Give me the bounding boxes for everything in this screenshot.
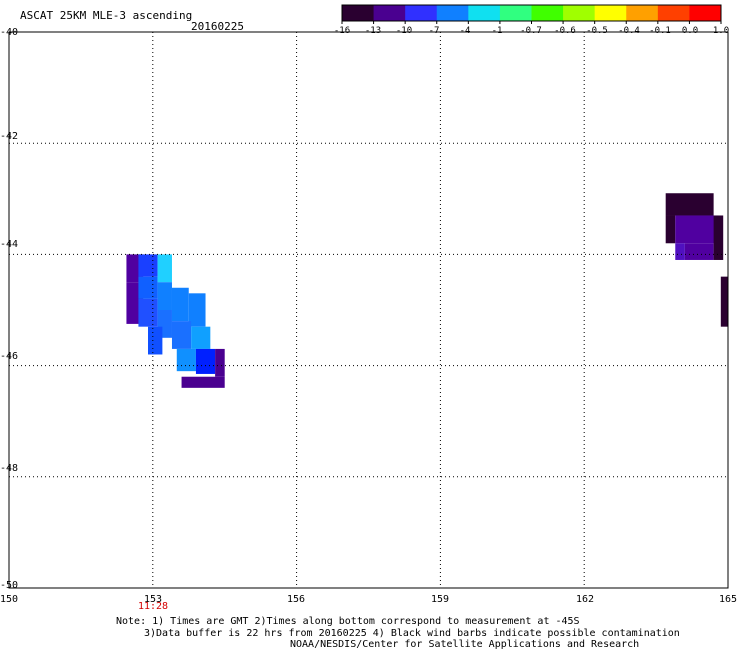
note-line-2: 3)Data buffer is 22 hrs from 20160225 4)… — [144, 628, 680, 639]
colorbar-swatch — [405, 5, 438, 21]
wind-cell — [665, 215, 676, 244]
wind-cell — [157, 254, 172, 283]
page-title: ASCAT 25KM MLE-3 ascending — [20, 9, 193, 22]
wind-cell — [157, 282, 172, 310]
wind-cell — [720, 276, 728, 327]
colorbar-label: -0.1 — [649, 26, 671, 36]
colorbar-swatch — [563, 5, 596, 21]
wind-cell — [713, 215, 724, 260]
wind-cell — [176, 348, 196, 372]
colorbar-label: -0.6 — [554, 26, 576, 36]
colorbar-swatch — [468, 5, 501, 21]
colorbar-label: -13 — [364, 26, 382, 36]
lon-tick-label: 162 — [575, 594, 595, 605]
wind-cell — [138, 276, 158, 299]
note-line-3: NOAA/NESDIS/Center for Satellite Applica… — [290, 639, 640, 650]
colorbar-label: 0.0 — [681, 26, 699, 36]
colorbar-swatch — [657, 5, 690, 21]
colorbar-swatch — [689, 5, 722, 21]
wind-cell — [181, 376, 225, 388]
date-label: 20160225 — [191, 20, 244, 33]
colorbar-label: -0.5 — [586, 26, 608, 36]
lat-tick-label: -42 — [0, 131, 19, 142]
time-label: 11:28 — [137, 601, 169, 612]
colorbar-label: -7 — [428, 26, 440, 36]
colorbar-swatch — [531, 5, 564, 21]
wind-cell — [675, 243, 685, 260]
lon-tick-label: 156 — [286, 594, 306, 605]
lat-tick-label: -46 — [0, 351, 19, 362]
colorbar-swatch — [626, 5, 659, 21]
colorbar-swatch — [594, 5, 627, 21]
lat-tick-label: -40 — [0, 27, 19, 38]
wind-cell — [195, 348, 216, 374]
colorbar-label: -4 — [459, 26, 471, 36]
colorbar-label: 1.0 — [712, 26, 730, 36]
lon-tick-label: 150 — [0, 594, 19, 605]
lon-tick-label: 165 — [718, 594, 738, 605]
wind-cell — [684, 243, 714, 260]
wind-cell — [188, 293, 206, 327]
colorbar-label: -0.7 — [520, 26, 542, 36]
wind-cell — [191, 326, 211, 349]
wind-cell — [138, 298, 158, 327]
colorbar-label: -0.4 — [618, 26, 640, 36]
colorbar-label: -1 — [491, 26, 503, 36]
colorbar-swatch — [373, 5, 406, 21]
lon-tick-label: 153 — [143, 594, 163, 605]
lon-tick-label: 159 — [430, 594, 450, 605]
colorbar-swatch — [499, 5, 532, 21]
map-frame — [8, 31, 729, 589]
colorbar-swatch — [436, 5, 469, 21]
lat-tick-label: -44 — [0, 239, 19, 250]
note-line-1: Note: 1) Times are GMT 2)Times along bot… — [116, 616, 580, 627]
wind-cell — [675, 215, 719, 244]
wind-cell — [138, 254, 158, 277]
colorbar-swatch — [342, 5, 375, 21]
colorbar-label: -10 — [395, 26, 413, 36]
wind-cell — [171, 321, 192, 349]
wind-cell — [171, 287, 189, 322]
wind-cell — [215, 348, 225, 377]
lat-tick-label: -48 — [0, 463, 19, 474]
wind-cell — [148, 326, 163, 355]
wind-cell — [665, 193, 714, 216]
lat-tick-label: -50 — [0, 580, 19, 591]
colorbar-label: -16 — [333, 26, 351, 36]
